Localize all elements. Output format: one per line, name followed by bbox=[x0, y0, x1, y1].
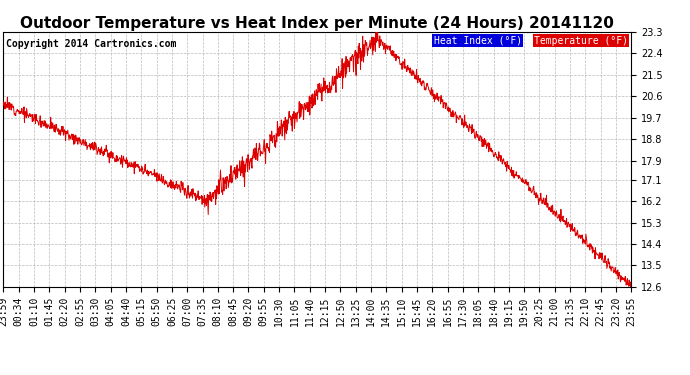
Title: Outdoor Temperature vs Heat Index per Minute (24 Hours) 20141120: Outdoor Temperature vs Heat Index per Mi… bbox=[21, 16, 614, 31]
Text: Copyright 2014 Cartronics.com: Copyright 2014 Cartronics.com bbox=[6, 39, 176, 50]
Text: Heat Index (°F): Heat Index (°F) bbox=[433, 36, 522, 46]
Text: Temperature (°F): Temperature (°F) bbox=[534, 36, 628, 46]
